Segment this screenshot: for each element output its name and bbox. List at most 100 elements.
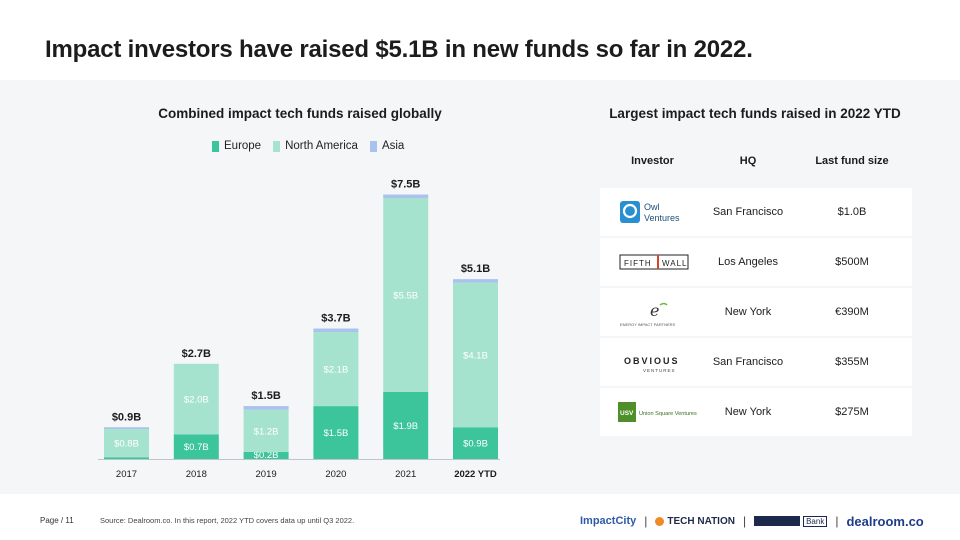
table-row: USV Union Square Ventures New York $275M — [600, 388, 912, 436]
bar-north-america-2021 — [383, 198, 429, 392]
bar-asia-2017 — [104, 427, 149, 430]
page-number: Page / 11 — [40, 516, 74, 525]
data-label: $2.0B — [184, 395, 209, 406]
cell-fund-size: $1.0B — [837, 206, 867, 218]
table-row: e ENERGY IMPACT PARTNERS New York €390M — [600, 288, 912, 336]
bar-north-america-2020 — [313, 332, 359, 407]
bar-north-america-2017 — [104, 429, 149, 458]
total-label: $2.7B — [182, 348, 211, 360]
cell-hq: San Francisco — [712, 356, 784, 368]
bar-europe-2022-ytd — [453, 427, 498, 459]
x-tick-label: 2017 — [116, 469, 137, 480]
legend-label-asia: Asia — [381, 140, 405, 152]
legend-item-north-america: North America — [273, 139, 358, 153]
cell-hq: Los Angeles — [718, 256, 778, 268]
legend-item-asia: Asia — [369, 139, 405, 153]
fifth-wall-logo: FIFTH WALL — [619, 254, 689, 270]
svg-text:VENTURES: VENTURES — [643, 368, 676, 373]
data-label: $0.7B — [184, 442, 209, 453]
header-investor: Investor — [631, 155, 674, 167]
data-label: $2.1B — [323, 365, 348, 376]
legend-swatch-asia — [369, 140, 377, 152]
bar-asia-2020 — [313, 328, 359, 333]
legend-swatch-europe — [212, 140, 219, 152]
bar-north-america-2019 — [243, 409, 289, 452]
legend-label-europe: Europe — [224, 140, 262, 152]
cell-fund-size: $275M — [835, 406, 869, 418]
svg-text:WALL: WALL — [662, 259, 688, 268]
data-label: $0.9B — [463, 439, 488, 450]
bar-asia-2021 — [383, 194, 429, 199]
danske-bank-logo: Bank — [754, 515, 828, 527]
svg-text:OBVIOUS: OBVIOUS — [624, 356, 680, 366]
legend-item-europe: Europe — [212, 139, 261, 153]
chart-legend: Europe North America Asia — [212, 139, 404, 153]
data-label: $1.2B — [254, 426, 279, 437]
data-label: $1.9B — [393, 421, 418, 432]
cell-fund-size: $355M — [835, 356, 869, 368]
total-label: $7.5B — [391, 179, 420, 191]
danske-bank-mark — [754, 516, 801, 526]
tech-nation-label: TECH NATION — [667, 515, 735, 527]
cell-fund-size: $500M — [835, 256, 869, 268]
cell-hq: New York — [724, 306, 772, 318]
chart-title: Combined impact tech funds raised global… — [158, 106, 442, 121]
partner-logos: ImpactCity | TECH NATION | Bank | dealro… — [580, 511, 924, 531]
obvious-ventures-logo: OBVIOUS VENTURES — [624, 356, 680, 373]
bar-europe-2017 — [104, 457, 149, 459]
bar-europe-2020 — [313, 406, 359, 459]
dealroom-logo: dealroom.co — [846, 513, 924, 529]
x-tick-label: 2022 YTD — [454, 469, 497, 480]
tech-nation-icon — [655, 516, 665, 526]
bar-europe-2021 — [383, 392, 429, 459]
data-label: $0.8B — [114, 439, 139, 450]
total-label: $1.5B — [251, 390, 280, 402]
energy-impact-partners-logo: e ENERGY IMPACT PARTNERS — [620, 301, 676, 327]
legend-label-north-america: North America — [285, 140, 358, 152]
svg-text:Ventures: Ventures — [644, 213, 680, 223]
svg-text:ENERGY IMPACT PARTNERS: ENERGY IMPACT PARTNERS — [620, 322, 676, 327]
svg-text:Owl: Owl — [644, 202, 660, 212]
tech-nation-logo: TECH NATION — [655, 516, 735, 527]
total-label: $0.9B — [112, 411, 141, 423]
cell-hq: San Francisco — [712, 206, 784, 218]
table-row: FIFTH WALL Los Angeles $500M — [600, 238, 912, 286]
data-label: $0.2B — [254, 450, 279, 461]
bar-north-america-2022-ytd — [453, 282, 498, 428]
header-hq: HQ — [739, 155, 757, 167]
logo-separator: | — [835, 514, 839, 528]
cell-hq: New York — [724, 406, 772, 418]
stacked-bar-chart: $0.8B $0.9B 2017 $0.7B $2.0B $2.7B 2018 $0.2B $1… — [98, 179, 500, 480]
bar-europe-2018 — [173, 434, 219, 459]
svg-text:e: e — [650, 301, 659, 320]
svg-text:FIFTH: FIFTH — [624, 259, 652, 268]
total-label: $5.1B — [461, 263, 490, 275]
cell-fund-size: €390M — [835, 306, 869, 318]
svg-text:Union Square Ventures: Union Square Ventures — [639, 411, 697, 417]
x-tick-label: 2019 — [256, 469, 277, 480]
bar-asia-2022-ytd — [453, 279, 498, 283]
legend-swatch-north-america — [273, 140, 281, 152]
bar-europe-2019 — [243, 451, 289, 459]
table-row: Owl Ventures San Francisco $1.0B — [600, 188, 912, 236]
data-label: $1.5B — [323, 428, 348, 439]
impactcity-logo: ImpactCity — [580, 515, 637, 527]
source-note: Source: Dealroom.co. In this report, 202… — [100, 516, 355, 525]
page-title: Impact investors have raised $5.1B in ne… — [45, 36, 753, 63]
danske-bank-label: Bank — [803, 515, 828, 527]
header-fund-size: Last fund size — [815, 155, 889, 167]
bar-north-america-2018 — [173, 363, 219, 435]
bar-asia-2019 — [243, 406, 289, 410]
table-row: OBVIOUS VENTURES San Francisco $355M — [600, 338, 912, 386]
x-tick-label: 2021 — [395, 469, 416, 480]
logo-separator: | — [742, 514, 747, 528]
x-tick-label: 2018 — [186, 469, 207, 480]
logo-separator: | — [644, 514, 648, 528]
x-tick-label: 2020 — [325, 469, 346, 480]
svg-text:USV: USV — [620, 410, 634, 417]
data-label: $5.5B — [393, 291, 418, 302]
table-title: Largest impact tech funds raised in 2022… — [609, 106, 901, 121]
data-label: $4.1B — [463, 350, 488, 361]
total-label: $3.7B — [321, 313, 350, 325]
usv-logo: USV Union Square Ventures — [618, 402, 697, 422]
